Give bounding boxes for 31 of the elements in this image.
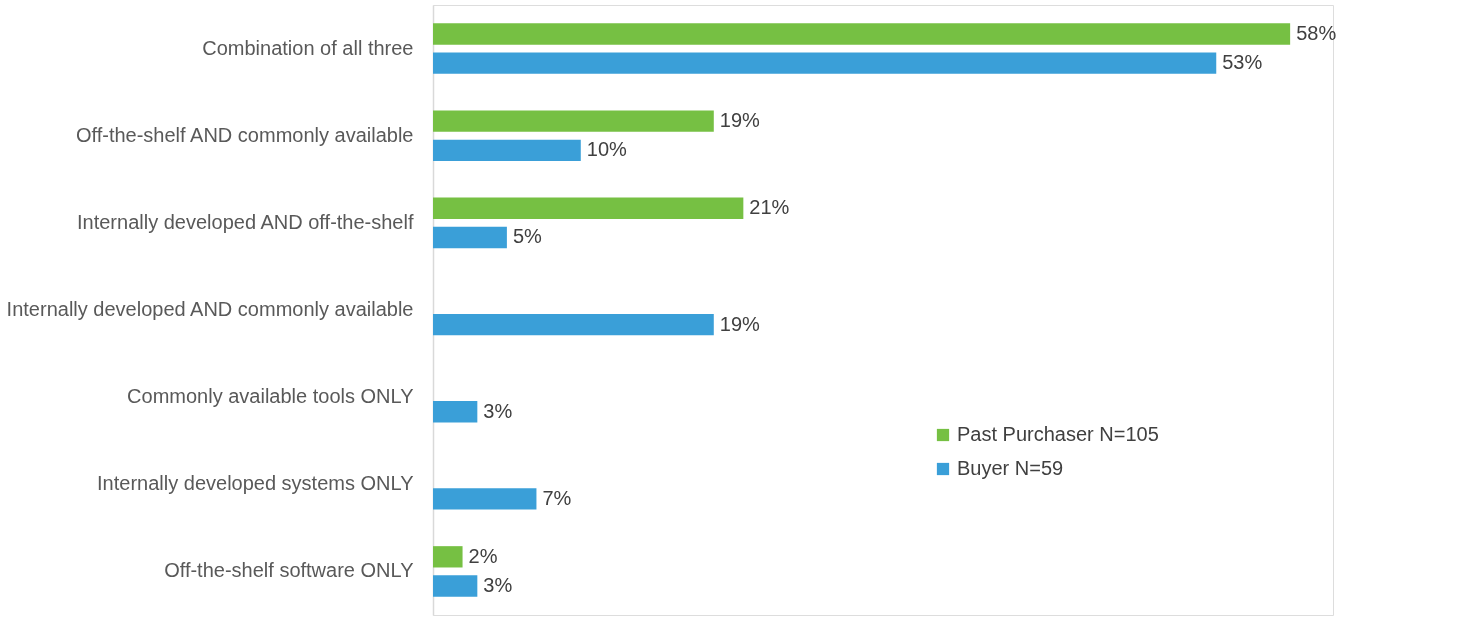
data-label: 58% (1296, 21, 1337, 44)
bar (433, 313, 714, 336)
y-tick-label: Internally developed AND off-the-shelf (77, 210, 414, 233)
data-label: 3% (483, 574, 513, 597)
bar (433, 139, 581, 161)
data-label: 21% (749, 196, 790, 219)
data-label: 10% (586, 138, 628, 161)
data-label: 19% (719, 109, 761, 132)
bar (433, 52, 1217, 74)
bar (433, 575, 478, 597)
y-tick-label: Off-the-shelf software ONLY (164, 559, 414, 582)
bar (433, 226, 507, 249)
data-label: 5% (512, 225, 543, 248)
bar (433, 546, 463, 568)
legend-label: Buyer N=59 (957, 457, 1064, 479)
bar (433, 488, 537, 510)
y-tick-label: Commonly available tools ONLY (127, 385, 414, 408)
y-tick-label: Off-the-shelf AND commonly available (75, 123, 414, 146)
data-label: 53% (1222, 51, 1263, 74)
data-label: 3% (483, 399, 513, 422)
y-tick-label: Combination of all three (202, 36, 414, 59)
data-label: 2% (468, 544, 498, 567)
bar (433, 110, 714, 132)
y-tick-label: Internally developed systems ONLY (97, 472, 414, 495)
data-label: 7% (542, 486, 572, 509)
y-tick-label: Internally developed AND commonly available (6, 298, 414, 320)
legend-label: Past Purchaser N=105 (957, 423, 1159, 445)
bar (433, 401, 478, 423)
bar (433, 23, 1291, 45)
data-label: 19% (719, 312, 761, 335)
bar (433, 197, 744, 219)
